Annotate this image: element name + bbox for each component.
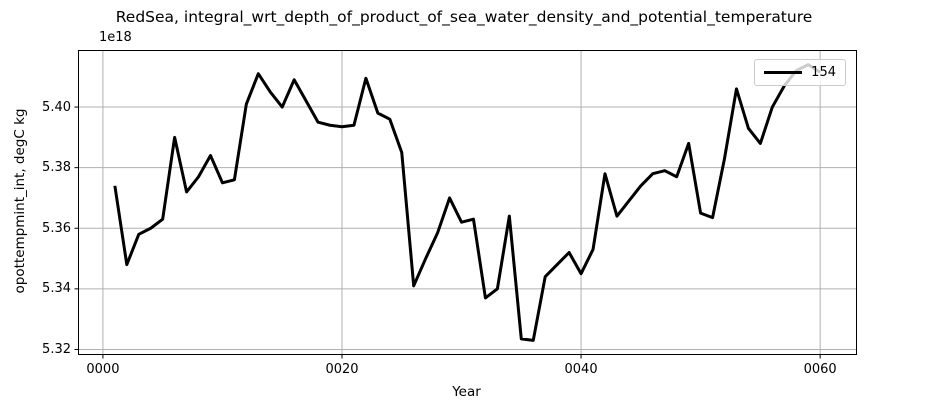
chart-title: RedSea, integral_wrt_depth_of_product_of… [115, 8, 813, 26]
legend-line-sample [764, 71, 803, 74]
plot-area: 154 0000 0020 0040 0060 5.32 5.34 5.36 5.38 5.40 [42, 50, 857, 377]
plot-canvas [74, 51, 856, 359]
x-tick-label: 0040 [564, 362, 598, 377]
data-line-154 [113, 63, 821, 342]
y-axis-offset-text: 1e18 [99, 30, 132, 45]
x-tick-label: 0020 [325, 362, 359, 377]
legend-label: 154 [811, 65, 836, 80]
legend-box: 154 [754, 59, 846, 86]
x-axis-label: Year [452, 384, 481, 400]
y-tick-label: 5.40 [42, 99, 71, 115]
y-tick-label: 5.38 [42, 160, 71, 176]
x-tick-label: 0000 [86, 362, 120, 377]
y-axis-label: opottempmint_int, degC kg [12, 108, 28, 294]
y-tick-label: 5.34 [42, 281, 71, 297]
x-tick-label: 0060 [803, 362, 837, 377]
y-tick-label: 5.36 [42, 220, 71, 236]
y-tick-label: 5.32 [42, 341, 71, 357]
